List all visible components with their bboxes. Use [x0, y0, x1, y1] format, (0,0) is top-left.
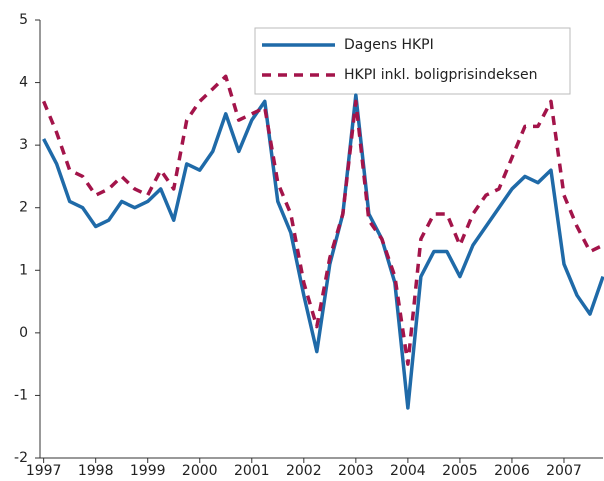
- y-tick-label: 3: [19, 137, 28, 153]
- y-tick-label: 1: [19, 262, 28, 278]
- legend-box: [254, 27, 571, 95]
- legend-label: HKPI inkl. boligprisindeksen: [344, 67, 537, 83]
- x-tick-label: 2007: [546, 463, 582, 479]
- series-line: [42, 74, 604, 366]
- x-tick-label: 2004: [390, 463, 426, 479]
- x-tick-label: 2006: [494, 463, 530, 479]
- x-tick-label: 2000: [182, 463, 218, 479]
- x-tick-label: 2002: [286, 463, 322, 479]
- series-line: [42, 93, 604, 410]
- legend-label: Dagens HKPI: [344, 37, 434, 53]
- y-tick-label: 5: [19, 12, 28, 28]
- x-tick-label: 1998: [78, 463, 114, 479]
- y-tick-label: -1: [14, 387, 28, 403]
- y-tick-label: -2: [14, 450, 28, 466]
- y-tick-label: 4: [19, 75, 28, 91]
- x-tick-label: 1997: [26, 463, 62, 479]
- y-tick-label: 0: [19, 325, 28, 341]
- y-tick-label: 2: [19, 200, 28, 216]
- x-tick-label: 2005: [442, 463, 478, 479]
- x-tick-label: 2003: [338, 463, 374, 479]
- x-tick-label: 1999: [130, 463, 166, 479]
- x-tick-label: 2001: [234, 463, 270, 479]
